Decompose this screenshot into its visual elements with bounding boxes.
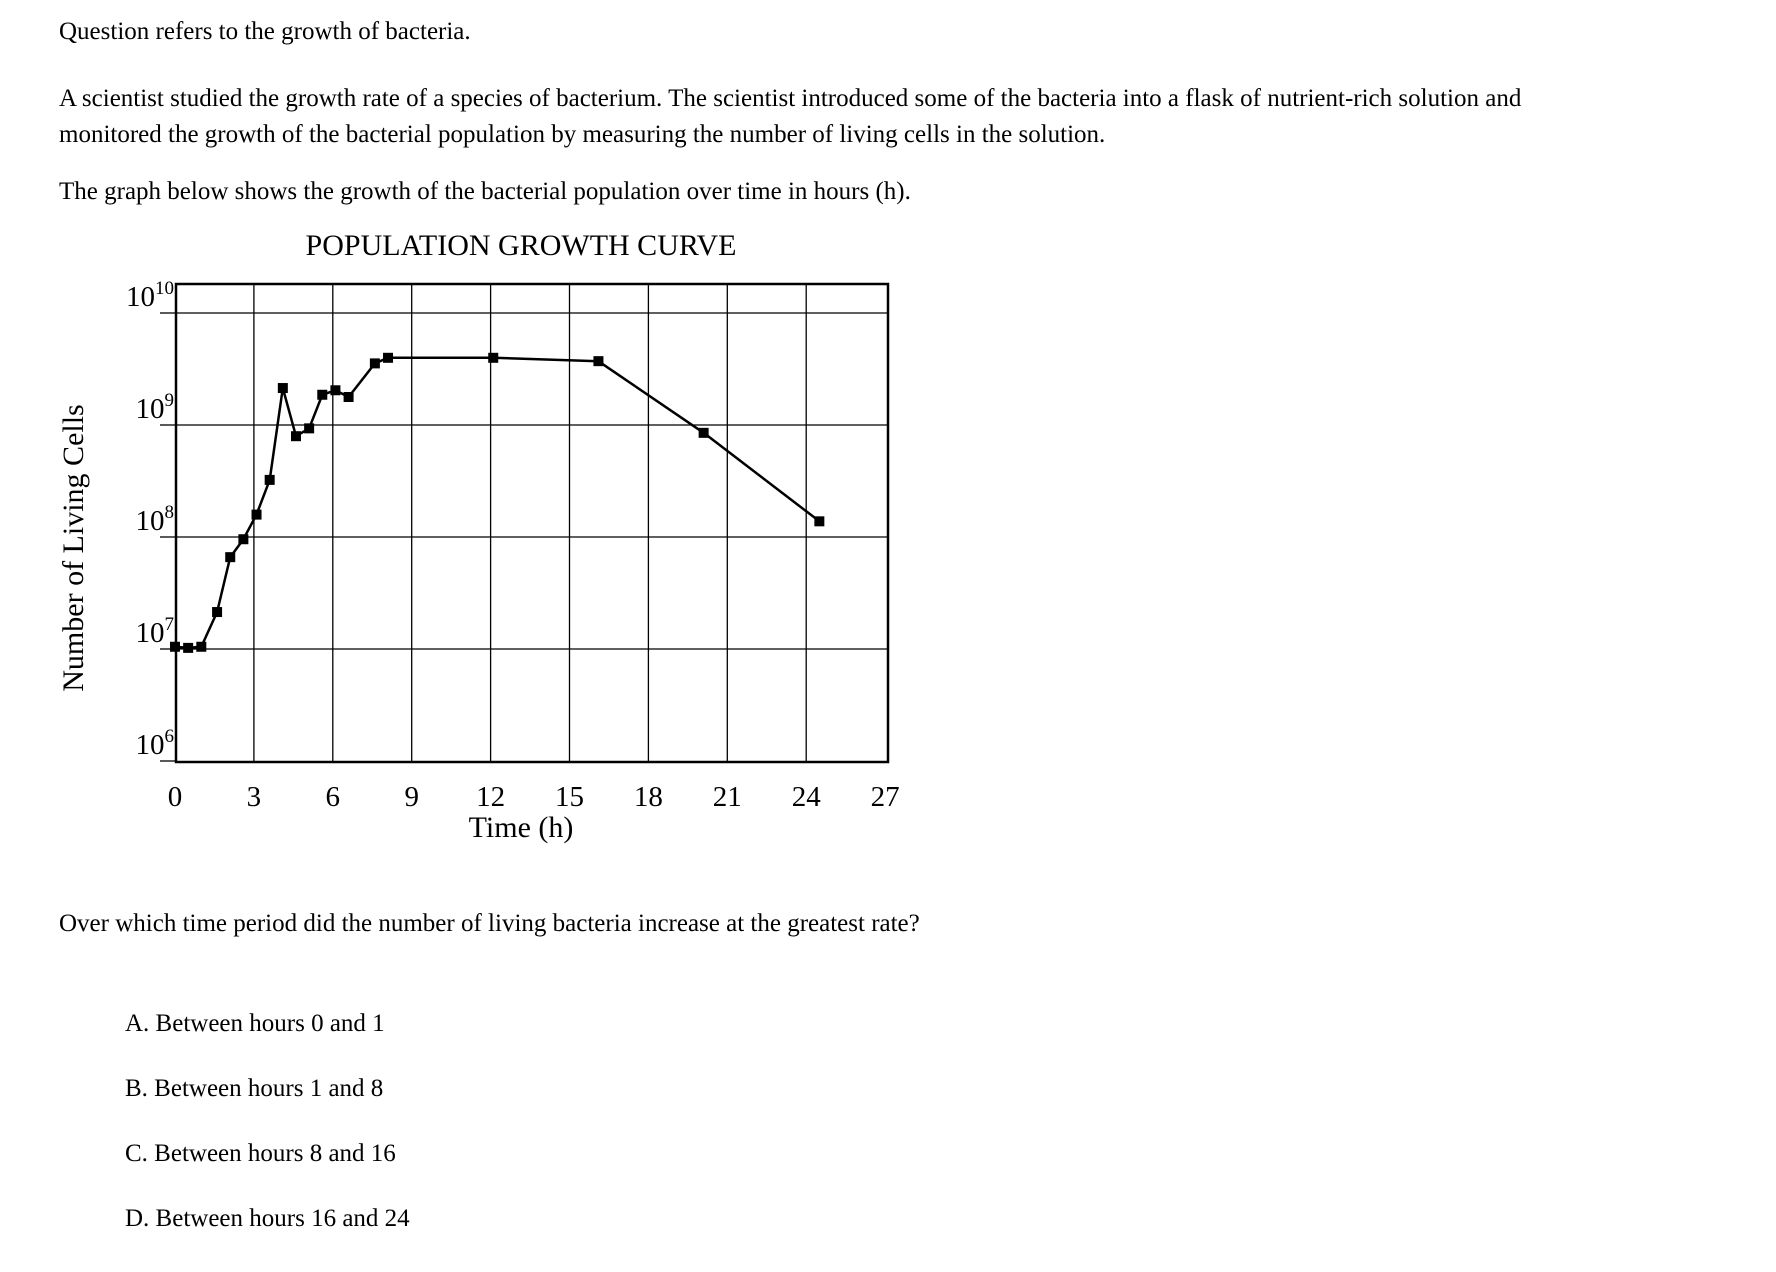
data-point xyxy=(212,607,223,618)
choice-c[interactable]: C. Between hours 8 and 16 xyxy=(125,1140,396,1167)
x-tick-label: 15 xyxy=(555,781,584,813)
paragraph-line-3: The graph below shows the growth of the … xyxy=(59,178,911,205)
chart-grid xyxy=(176,284,888,762)
data-point xyxy=(593,356,604,367)
x-axis-label: Time (h) xyxy=(469,811,574,844)
x-tick-label: 27 xyxy=(871,781,900,813)
data-point xyxy=(264,474,275,485)
population-growth-chart: POPULATION GROWTH CURVE 106 107 108 109 1010… xyxy=(57,229,900,844)
data-point xyxy=(317,389,328,400)
y-tick-label: 106 xyxy=(136,726,175,761)
x-tick-label: 21 xyxy=(713,781,742,813)
y-tick-label: 107 xyxy=(136,614,175,649)
x-tick-label: 6 xyxy=(326,781,341,813)
x-tick-label: 12 xyxy=(476,781,505,813)
data-points xyxy=(170,352,825,653)
data-point xyxy=(488,352,499,363)
series-line xyxy=(174,356,821,650)
data-point xyxy=(698,427,709,438)
x-tick-label: 9 xyxy=(404,781,419,813)
y-tick-labels: 106 107 108 109 1010 xyxy=(126,278,176,762)
data-point xyxy=(290,431,301,442)
data-point xyxy=(383,352,394,363)
x-tick-label: 3 xyxy=(247,781,262,813)
y-tick-label: 109 xyxy=(136,390,175,425)
data-point xyxy=(330,385,341,396)
y-tick-label: 108 xyxy=(136,502,175,537)
choice-d[interactable]: D. Between hours 16 and 24 xyxy=(125,1205,410,1232)
data-point xyxy=(238,534,249,545)
data-point xyxy=(183,642,194,653)
data-point xyxy=(814,516,825,527)
plot-frame xyxy=(174,282,890,764)
data-point xyxy=(170,641,180,652)
x-tick-labels: 0 3 6 9 12 15 18 21 24 27 xyxy=(168,781,900,813)
paragraph-line-1: A scientist studied the growth rate of a… xyxy=(59,85,1522,112)
x-tick-label: 0 xyxy=(168,781,183,813)
data-point xyxy=(196,641,207,652)
intro-text: Question refers to the growth of bacteri… xyxy=(59,18,471,45)
data-point xyxy=(369,358,380,369)
choice-a[interactable]: A. Between hours 0 and 1 xyxy=(125,1010,385,1037)
x-tick-label: 24 xyxy=(792,781,822,813)
x-tick-label: 18 xyxy=(634,781,663,813)
data-point xyxy=(251,509,262,520)
y-axis-label: Number of Living Cells xyxy=(57,404,90,691)
chart-title: POPULATION GROWTH CURVE xyxy=(306,229,737,262)
paragraph-line-2: monitored the growth of the bacterial po… xyxy=(59,121,1106,148)
choice-b[interactable]: B. Between hours 1 and 8 xyxy=(125,1075,384,1102)
data-point xyxy=(277,383,288,394)
y-tick-label: 1010 xyxy=(126,278,174,313)
data-point xyxy=(343,392,354,402)
data-point xyxy=(304,423,315,434)
question-text: Over which time period did the number of… xyxy=(59,910,920,937)
data-point xyxy=(225,552,236,563)
